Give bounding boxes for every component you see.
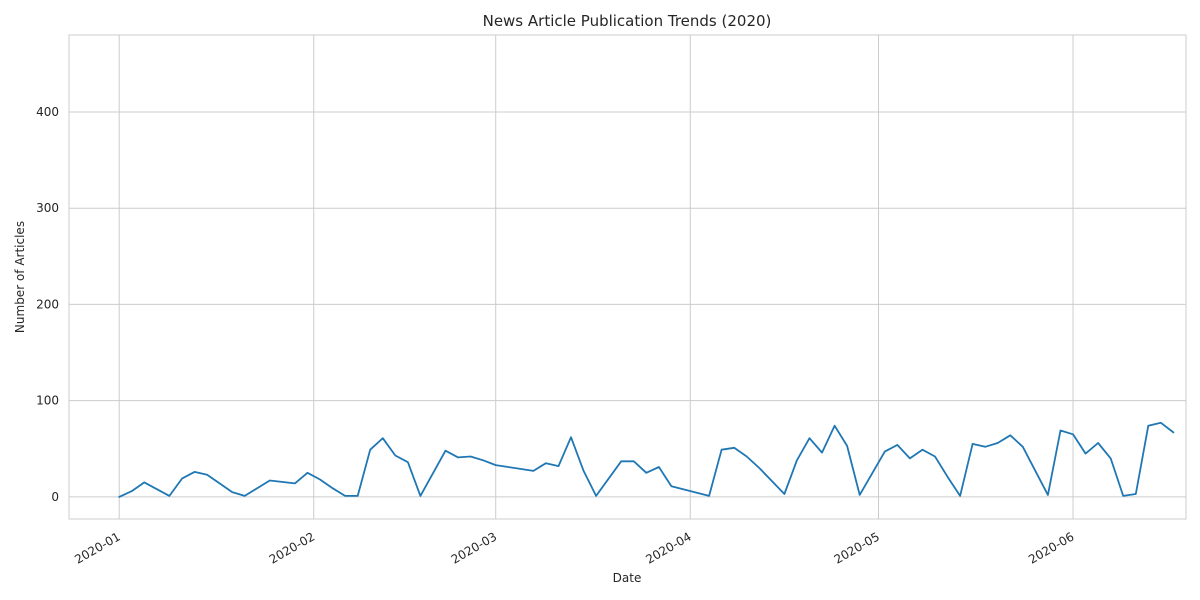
x-tick-label: 2020-01 bbox=[72, 529, 122, 566]
x-tick-label: 2020-04 bbox=[643, 529, 693, 566]
y-tick-label: 0 bbox=[51, 490, 59, 504]
x-tick-label: 2020-02 bbox=[267, 529, 317, 566]
grid-layer bbox=[69, 35, 1186, 519]
chart-title: News Article Publication Trends (2020) bbox=[483, 12, 772, 30]
y-tick-label: 100 bbox=[36, 394, 59, 408]
y-tick-label: 400 bbox=[36, 105, 59, 119]
x-tick-label: 2020-06 bbox=[1026, 529, 1076, 566]
y-axis-label: Number of Articles bbox=[13, 221, 27, 333]
x-axis-label: Date bbox=[613, 571, 642, 585]
y-tick-label: 200 bbox=[36, 297, 59, 311]
x-tick-label: 2020-05 bbox=[832, 529, 882, 566]
series-layer bbox=[118, 421, 1175, 498]
plot-frame bbox=[68, 34, 1187, 520]
tick-layer: 0 100 200 300 400 2020-01 2020-02 2020-03 2020-0… bbox=[36, 105, 1076, 567]
series-line bbox=[118, 421, 1175, 498]
x-tick-label: 2020-03 bbox=[449, 529, 499, 566]
y-tick-label: 300 bbox=[36, 201, 59, 215]
